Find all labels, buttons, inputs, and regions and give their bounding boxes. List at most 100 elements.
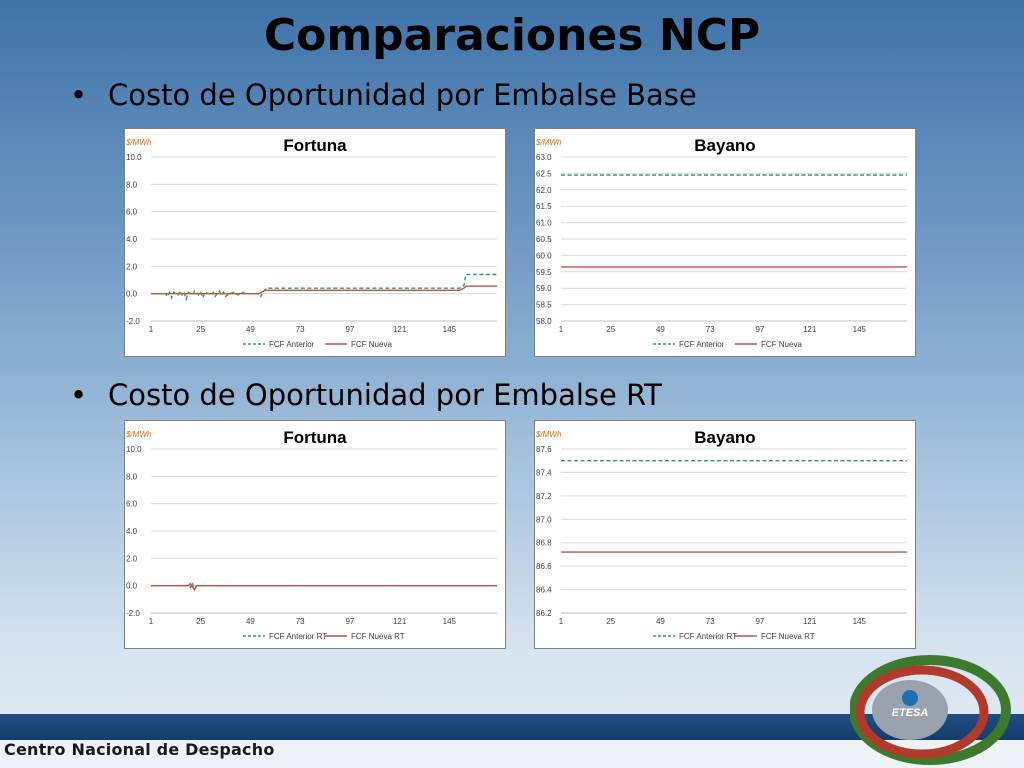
x-tick-label: 73 [296, 617, 305, 626]
y-tick-label: 4.0 [126, 235, 138, 244]
legend-label: FCF Anterior [679, 340, 725, 349]
unit-label: $/MWh [125, 138, 152, 147]
unit-label: $/MWh [125, 430, 152, 439]
y-tick-label: 8.0 [126, 472, 138, 481]
x-tick-label: 73 [706, 325, 715, 334]
y-tick-label: 87.4 [536, 468, 552, 477]
x-tick-label: 145 [853, 325, 867, 334]
x-tick-label: 1 [149, 617, 154, 626]
x-tick-label: 25 [196, 617, 205, 626]
chart-base-fortuna-svg: -2.0 0.0 2.0 4.0 6.0 8.0 10.0 1 25 49 73 97 121 145 $/… [125, 136, 497, 349]
footer-text: Centro Nacional de Despacho [4, 740, 275, 759]
x-tick-label: 1 [149, 325, 154, 334]
chart-title: Fortuna [283, 428, 347, 447]
chart-rt-bayano: 86.2 86.4 86.6 86.8 87.0 87.2 87.4 87.6 1 25 49 73 9… [534, 420, 916, 649]
y-tick-label: 2.0 [126, 554, 138, 563]
x-tick-label: 121 [393, 325, 407, 334]
y-tick-label: 59.0 [536, 284, 552, 293]
x-tick-label: 121 [803, 325, 817, 334]
y-tick-label: 0.0 [126, 290, 138, 299]
x-tick-label: 97 [345, 325, 354, 334]
x-tick-label: 25 [606, 617, 615, 626]
x-tick-label: 73 [296, 325, 305, 334]
y-tick-label: 10.0 [126, 153, 142, 162]
x-tick-label: 145 [443, 617, 457, 626]
y-tick-label: 86.6 [536, 562, 552, 571]
bullet-base: • Costo de Oportunidad por Embalse Base [70, 78, 697, 112]
y-tick-label: 6.0 [126, 208, 138, 217]
x-tick-label: 97 [755, 325, 764, 334]
chart-base-fortuna: -2.0 0.0 2.0 4.0 6.0 8.0 10.0 1 25 49 73 97 121 145 $/… [124, 128, 506, 357]
x-tick-label: 1 [559, 325, 564, 334]
unit-label: $/MWh [535, 138, 562, 147]
bullet-dot: • [70, 78, 88, 112]
x-tick-label: 25 [606, 325, 615, 334]
chart-base-bayano-svg: 58.0 58.5 59.0 59.5 60.0 60.5 61.0 61.5 62.0 62.5… [535, 136, 907, 349]
x-tick-label: 145 [443, 325, 457, 334]
chart-rt-fortuna-svg: -2.0 0.0 2.0 4.0 6.0 8.0 10.0 1 25 49 73 97 121 145 $/… [125, 428, 497, 641]
x-tick-label: 121 [803, 617, 817, 626]
bullet-rt: • Costo de Oportunidad por Embalse RT [70, 378, 662, 412]
y-tick-label: 87.6 [536, 445, 552, 454]
y-tick-label: 61.0 [536, 219, 552, 228]
chart-title: Bayano [694, 428, 755, 447]
x-tick-label: 145 [853, 617, 867, 626]
footer-strip [0, 740, 1024, 768]
y-tick-label: 58.5 [536, 301, 552, 310]
y-tick-label: 8.0 [126, 180, 138, 189]
y-tick-label: 59.5 [536, 268, 552, 277]
y-tick-label: 86.2 [536, 609, 552, 618]
series-line-nueva [151, 285, 497, 295]
legend-label: FCF Nueva RT [351, 632, 405, 641]
bullet-rt-text: Costo de Oportunidad por Embalse RT [108, 378, 662, 412]
x-tick-label: 97 [755, 617, 764, 626]
etesa-logo: ETESA [850, 655, 1011, 765]
x-tick-label: 49 [656, 617, 665, 626]
x-tick-label: 49 [246, 325, 255, 334]
y-tick-label: 60.0 [536, 251, 552, 260]
y-tick-label: 86.4 [536, 586, 552, 595]
y-tick-label: 4.0 [126, 527, 138, 536]
bullet-dot: • [70, 378, 88, 412]
y-tick-label: 60.5 [536, 235, 552, 244]
logo-core [872, 680, 948, 740]
unit-label: $/MWh [535, 430, 562, 439]
y-tick-label: 87.0 [536, 515, 552, 524]
series-line-nueva [151, 582, 497, 592]
y-tick-label: 63.0 [536, 153, 552, 162]
logo-ring-red [855, 665, 989, 759]
y-tick-label: -2.0 [126, 609, 140, 618]
x-tick-label: 73 [706, 617, 715, 626]
legend-label: FCF Nueva [761, 340, 802, 349]
x-tick-label: 1 [559, 617, 564, 626]
chart-rt-bayano-svg: 86.2 86.4 86.6 86.8 87.0 87.2 87.4 87.6 1 25 49 73 9… [535, 428, 907, 641]
y-tick-label: -2.0 [126, 317, 140, 326]
logo-globe [902, 690, 918, 706]
y-tick-label: 10.0 [126, 445, 142, 454]
y-tick-label: 61.5 [536, 202, 552, 211]
x-tick-label: 25 [196, 325, 205, 334]
chart-title: Fortuna [283, 136, 347, 155]
bullet-base-text: Costo de Oportunidad por Embalse Base [108, 78, 697, 112]
y-tick-label: 2.0 [126, 262, 138, 271]
x-tick-label: 49 [246, 617, 255, 626]
y-tick-label: 62.5 [536, 169, 552, 178]
legend-label: FCF Nueva RT [761, 632, 815, 641]
series-line-anterior [151, 273, 497, 302]
x-tick-label: 49 [656, 325, 665, 334]
legend-label: FCF Anterior RT [269, 632, 327, 641]
y-tick-label: 0.0 [126, 582, 138, 591]
x-tick-label: 97 [345, 617, 354, 626]
chart-title: Bayano [694, 136, 755, 155]
y-tick-label: 86.8 [536, 539, 552, 548]
y-tick-label: 62.0 [536, 186, 552, 195]
legend-label: FCF Anterior RT [679, 632, 737, 641]
y-tick-label: 6.0 [126, 500, 138, 509]
slide-title: Comparaciones NCP [263, 10, 761, 61]
chart-rt-fortuna: -2.0 0.0 2.0 4.0 6.0 8.0 10.0 1 25 49 73 97 121 145 $/… [124, 420, 506, 649]
y-tick-label: 87.2 [536, 492, 552, 501]
legend-label: FCF Nueva [351, 340, 392, 349]
y-tick-label: 58.0 [536, 317, 552, 326]
legend-label: FCF Anterior [269, 340, 315, 349]
logo-ring-green [850, 655, 1011, 765]
